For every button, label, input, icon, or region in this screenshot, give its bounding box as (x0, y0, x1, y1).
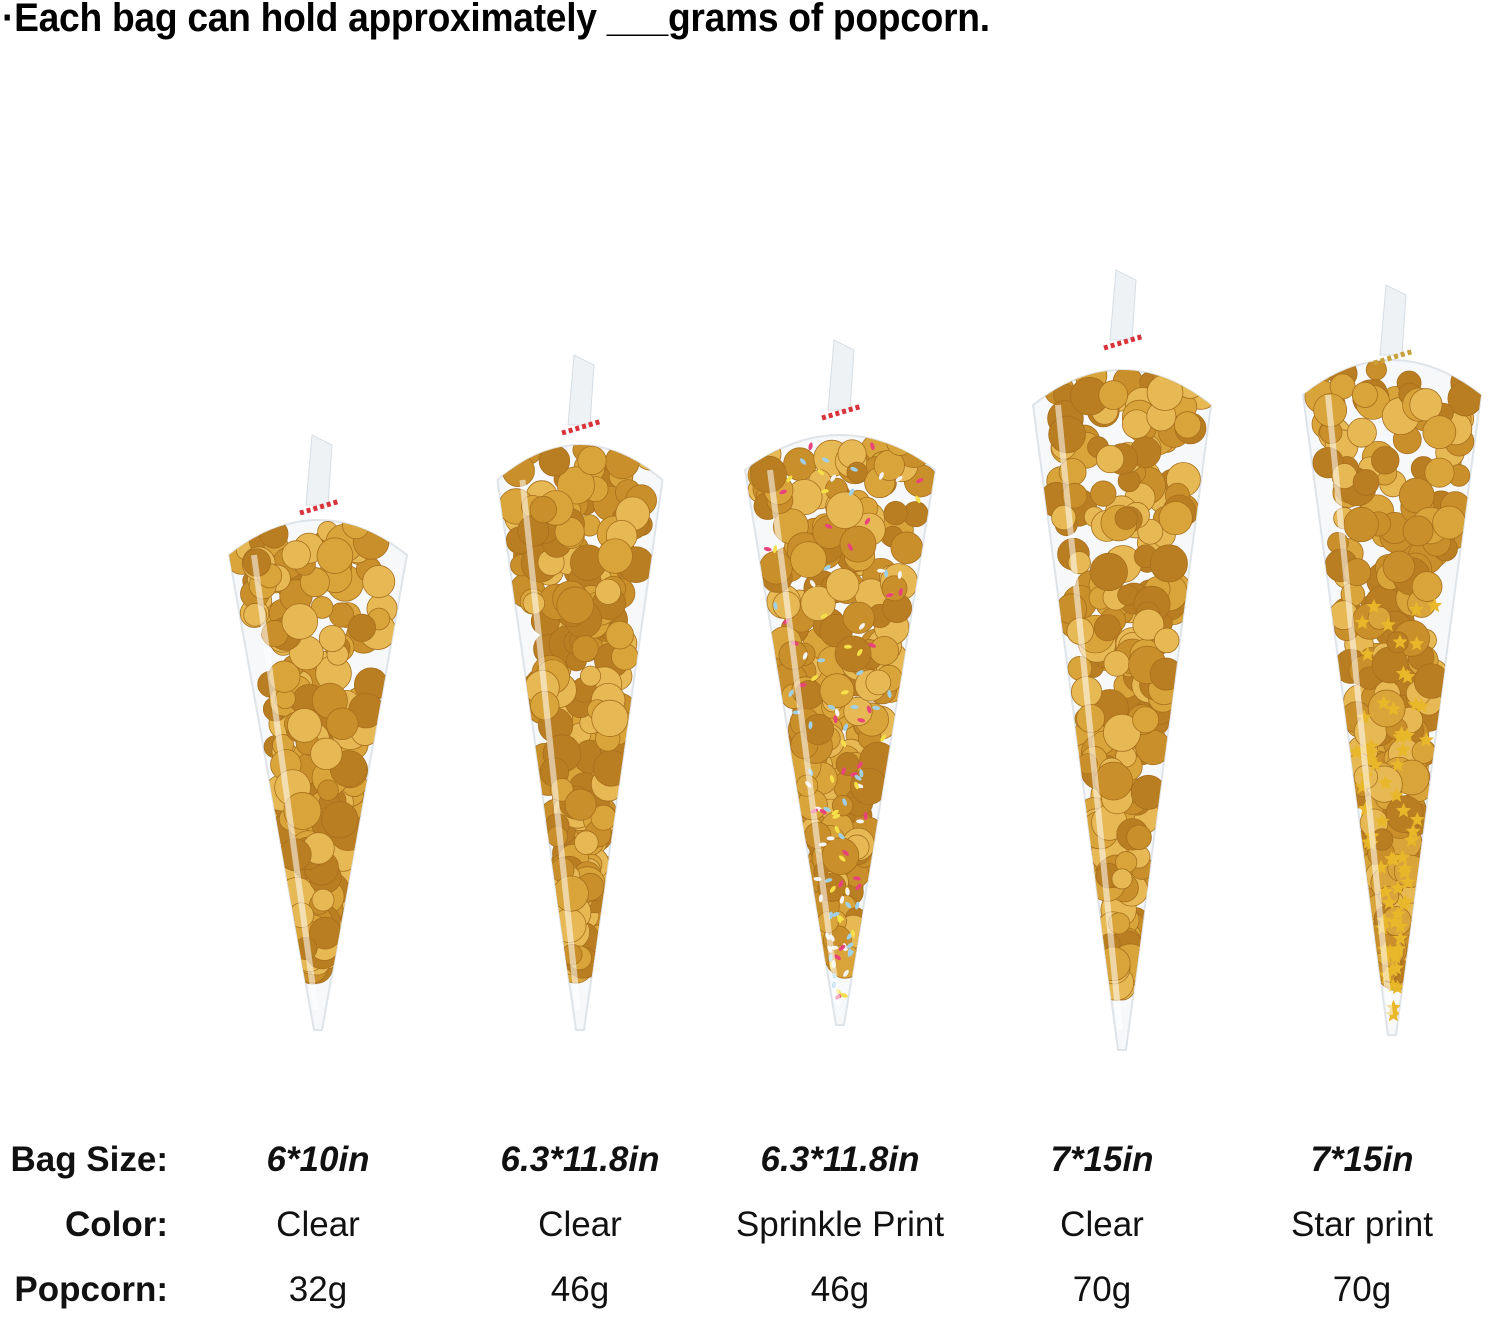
popcorn-2: 46g (550, 1270, 610, 1309)
star-print-icon (1414, 698, 1430, 713)
popcorn-4: 70g (1072, 1270, 1132, 1309)
bag-size-5: 7*15in (1310, 1140, 1414, 1179)
star-print-icon (1366, 598, 1382, 614)
star-print-icon (1392, 729, 1408, 744)
bag-top-film (567, 354, 595, 426)
star-print-icon (1393, 918, 1409, 933)
color-3: Sprinkle Print (735, 1205, 945, 1244)
bag-size-3: 6.3*11.8in (760, 1140, 920, 1179)
star-print-icon (1380, 617, 1396, 632)
star-print-icon (1348, 744, 1365, 759)
bag-size-label: Bag Size: (10, 1140, 168, 1179)
bag-size-4: 7*15in (1050, 1140, 1154, 1179)
star-print-icon (1385, 701, 1401, 716)
bag-size-2: 6.3*11.8in (500, 1140, 660, 1179)
star-print-icon (1395, 742, 1411, 757)
popcorn-1: 32g (288, 1270, 348, 1309)
star-print-icon (1409, 811, 1425, 827)
popcorn-bags-photo (227, 269, 1483, 1051)
star-print-icon (1374, 813, 1390, 828)
star-print-icon (1388, 787, 1405, 802)
star-print-icon (1426, 597, 1443, 613)
star-print-icon (1409, 635, 1425, 651)
color-1: Clear (276, 1205, 360, 1244)
star-print-icon (1400, 874, 1416, 889)
popcorn-label: Popcorn: (14, 1270, 168, 1309)
color-4: Clear (1060, 1205, 1144, 1244)
bag-size-row: Bag Size: 6*10in 6.3*11.8in 6.3*11.8in 7… (0, 1140, 1490, 1190)
color-5: Star print (1291, 1205, 1433, 1244)
headline: ·Each bag can hold approximately ___gram… (2, 0, 990, 40)
star-print-icon (1390, 880, 1406, 895)
star-print-icon (1384, 850, 1400, 866)
popcorn-row: Popcorn: 32g 46g 46g 70g 70g (0, 1270, 1490, 1320)
popcorn-fill (229, 520, 400, 985)
color-label: Color: (64, 1205, 168, 1244)
popcorn-5: 70g (1332, 1270, 1392, 1309)
star-print-icon (1354, 614, 1370, 630)
popcorn-fill (498, 445, 663, 984)
star-print-icon (1400, 668, 1416, 684)
popcorn-fill (746, 435, 935, 1000)
star-print-icon (1394, 849, 1410, 864)
star-print-icon (1377, 883, 1393, 899)
star-print-icon (1396, 896, 1412, 912)
star-print-icon (1408, 601, 1424, 617)
star-print-icon (1390, 757, 1406, 772)
star-print-icon (1395, 665, 1411, 681)
bag-top-film (1379, 284, 1407, 356)
star-print-icon (1392, 930, 1408, 945)
star-print-icon (1387, 945, 1404, 960)
star-print-icon (1376, 695, 1392, 710)
star-print-icon (1404, 832, 1420, 847)
popcorn-fill (1303, 360, 1481, 1022)
popcorn-bag-4 (1031, 269, 1213, 1051)
star-print-icon (1385, 1006, 1401, 1022)
color-2: Clear (538, 1205, 622, 1244)
star-print-icon (1363, 738, 1380, 753)
popcorn-bag-2 (496, 354, 664, 1031)
star-print-icon (1418, 732, 1434, 747)
color-row: Color: Clear Clear Sprinkle Print Clear … (0, 1205, 1490, 1255)
star-print-icon (1389, 979, 1406, 995)
popcorn-3: 46g (810, 1270, 870, 1309)
star-print-icon (1405, 823, 1421, 838)
star-print-icon (1363, 744, 1379, 759)
star-print-icon (1378, 774, 1394, 790)
popcorn-bag-3 (743, 339, 937, 1026)
star-print-icon (1367, 756, 1383, 772)
star-print-icon (1392, 634, 1408, 649)
star-print-icon (1388, 960, 1405, 975)
popcorn-bag-5 (1301, 284, 1483, 1036)
star-print-icon (1397, 861, 1413, 876)
bag-size-1: 6*10in (266, 1140, 370, 1179)
popcorn-bag-1 (227, 434, 409, 1031)
bag-top-film (827, 339, 855, 411)
star-print-icon (1396, 802, 1412, 818)
bag-top-film (305, 434, 333, 506)
bag-top-film (1109, 269, 1137, 341)
star-print-icon (1359, 646, 1376, 661)
star-print-icon (1381, 894, 1397, 910)
